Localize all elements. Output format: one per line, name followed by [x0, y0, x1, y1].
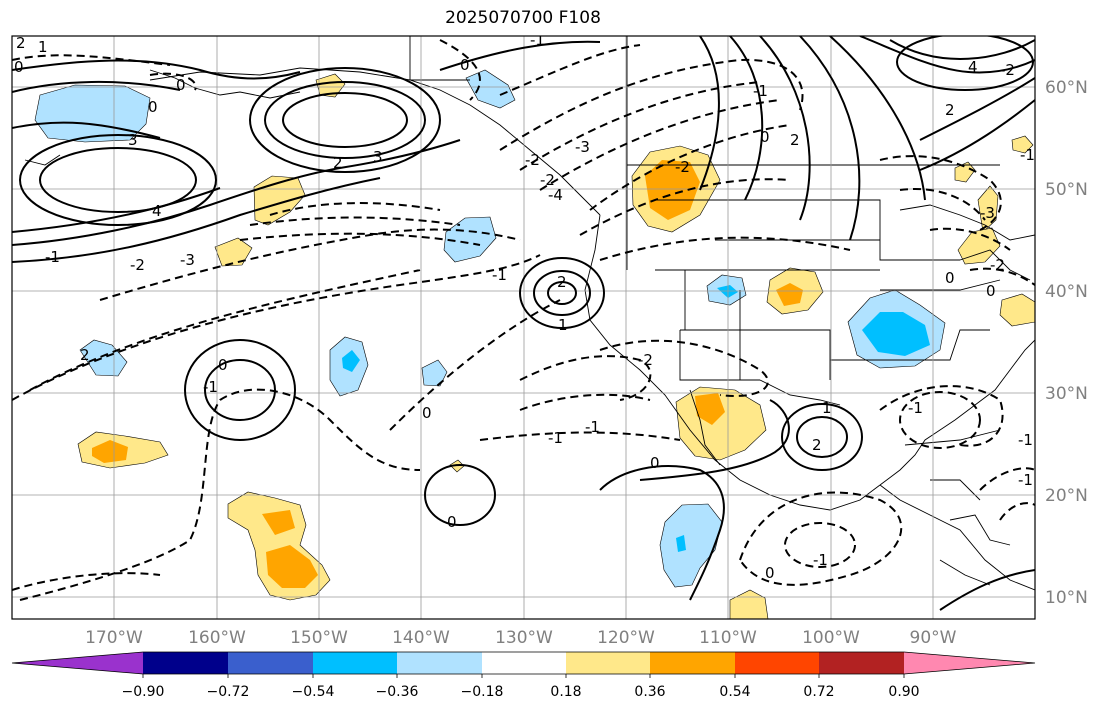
contour-label: 0	[945, 269, 955, 287]
longitude-label: 150°W	[290, 628, 348, 648]
contour-label: -1	[492, 266, 507, 284]
contour-labels: 2 1 0 0 3 4 -1 -2 -3 0 2 3 -1 -2 -2 -3 0…	[14, 31, 1035, 582]
contour-label: 0	[986, 282, 996, 300]
latitude-label: 10°N	[1045, 588, 1088, 608]
contour-label: 3	[128, 131, 138, 149]
colorbar-swatch	[313, 652, 397, 674]
coastlines-and-borders	[24, 36, 1035, 591]
contour-label: -1	[813, 551, 828, 569]
contour-label: 0	[422, 404, 432, 422]
contour-label: -1	[1020, 146, 1035, 164]
contour-label: -1	[45, 248, 60, 266]
colorbar-swatch	[566, 652, 650, 674]
contour-label: -1	[753, 82, 768, 100]
contour-label: 0	[176, 76, 186, 94]
colorbar-tick-label: −0.90	[122, 684, 165, 700]
longitude-label: 100°W	[802, 628, 860, 648]
contour-label: -2	[990, 256, 1005, 274]
contour-label: 0	[148, 98, 158, 116]
colorbar-tick-label: −0.18	[461, 684, 504, 700]
map-border	[11, 35, 1036, 620]
contour-label: -2	[540, 171, 555, 189]
contour-label: 0	[218, 356, 228, 374]
colorbar-swatch	[650, 652, 735, 674]
latitude-label: 50°N	[1045, 180, 1088, 200]
contour-label: -2	[130, 256, 145, 274]
contour-label: 0	[14, 58, 24, 76]
longitude-label: 110°W	[699, 628, 757, 648]
contour-label: 0	[460, 56, 470, 74]
colorbar-swatch	[819, 652, 904, 674]
colorbar-swatch	[397, 652, 482, 674]
contour-label: 2	[812, 436, 822, 454]
contour-label: -3	[575, 138, 590, 156]
longitude-label: 90°W	[910, 628, 957, 648]
longitude-label: 120°W	[597, 628, 655, 648]
latitude-label: 40°N	[1045, 282, 1088, 302]
contour-label: 2	[945, 101, 955, 119]
contour-label: -1	[530, 31, 545, 49]
longitude-label: 140°W	[392, 628, 450, 648]
colorbar-tick-label: 0.72	[803, 684, 834, 700]
longitude-labels: 170°W 160°W 150°W 140°W 130°W 120°W 110°…	[85, 628, 957, 648]
latitude-label: 60°N	[1045, 78, 1088, 98]
latitude-label: 30°N	[1045, 384, 1088, 404]
colorbar-swatch	[482, 652, 566, 674]
contour-label: 1	[558, 316, 568, 334]
contour-label: 2	[80, 346, 90, 364]
contour-label: 2	[790, 131, 800, 149]
latitude-label: 20°N	[1045, 486, 1088, 506]
colorbar-tick-label: −0.36	[376, 684, 419, 700]
negative-contours	[12, 39, 1035, 601]
contour-label: -2	[1000, 61, 1015, 79]
contour-label: 0	[447, 513, 457, 531]
contour-label: 0	[765, 564, 775, 582]
contour-label: 2	[16, 34, 26, 52]
positive-contours	[12, 36, 1035, 611]
contour-label: 0	[650, 454, 660, 472]
colorbar-tick-label: 0.36	[634, 684, 665, 700]
contour-label: -1	[585, 418, 600, 436]
longitude-label: 170°W	[85, 628, 143, 648]
colorbar-tick-label: 0.54	[719, 684, 750, 700]
contour-label: 1	[822, 399, 832, 417]
graticule	[12, 36, 1035, 619]
colorbar-swatch	[143, 652, 228, 674]
longitude-label: 130°W	[495, 628, 553, 648]
contour-label: 4	[152, 202, 162, 220]
contour-label: -2	[525, 151, 540, 169]
contour-label: 3	[373, 148, 383, 166]
map-panel: 2 1 0 0 3 4 -1 -2 -3 0 2 3 -1 -2 -2 -3 0…	[12, 31, 1035, 619]
contour-label: -2	[675, 158, 690, 176]
colorbar-swatch	[904, 652, 1035, 674]
longitude-label: 160°W	[188, 628, 246, 648]
colorbar-tick-label: −0.54	[292, 684, 335, 700]
contour-label: -4	[548, 186, 563, 204]
contour-label: -3	[980, 204, 995, 222]
colorbar-tick-label: 0.18	[550, 684, 581, 700]
colorbar-swatch	[12, 652, 143, 674]
latitude-labels: 60°N 50°N 40°N 30°N 20°N 10°N	[1045, 78, 1088, 608]
colorbar-tick-label: −0.72	[207, 684, 250, 700]
colorbar-tick-label: 0.90	[888, 684, 919, 700]
contour-label: -3	[180, 251, 195, 269]
colorbar-swatch	[228, 652, 313, 674]
negative-anomaly-shading	[34, 69, 946, 588]
contour-label: 0	[760, 128, 770, 146]
contour-label: -1	[1018, 431, 1033, 449]
contour-label: -2	[638, 351, 653, 369]
contour-label: 2	[333, 154, 343, 172]
contour-label: -1	[548, 429, 563, 447]
map-title: 2025070700 F108	[445, 8, 601, 28]
contour-label: -1	[908, 399, 923, 417]
contour-label: -1	[1018, 471, 1033, 489]
contour-label: -1	[203, 378, 218, 396]
contour-label: 4	[968, 58, 978, 76]
colorbar: −0.90 −0.72 −0.54 −0.36 −0.18 0.18 0.36 …	[11, 651, 1036, 700]
colorbar-swatch	[735, 652, 819, 674]
contour-label: 2	[557, 273, 567, 291]
contour-label: 1	[38, 38, 48, 56]
